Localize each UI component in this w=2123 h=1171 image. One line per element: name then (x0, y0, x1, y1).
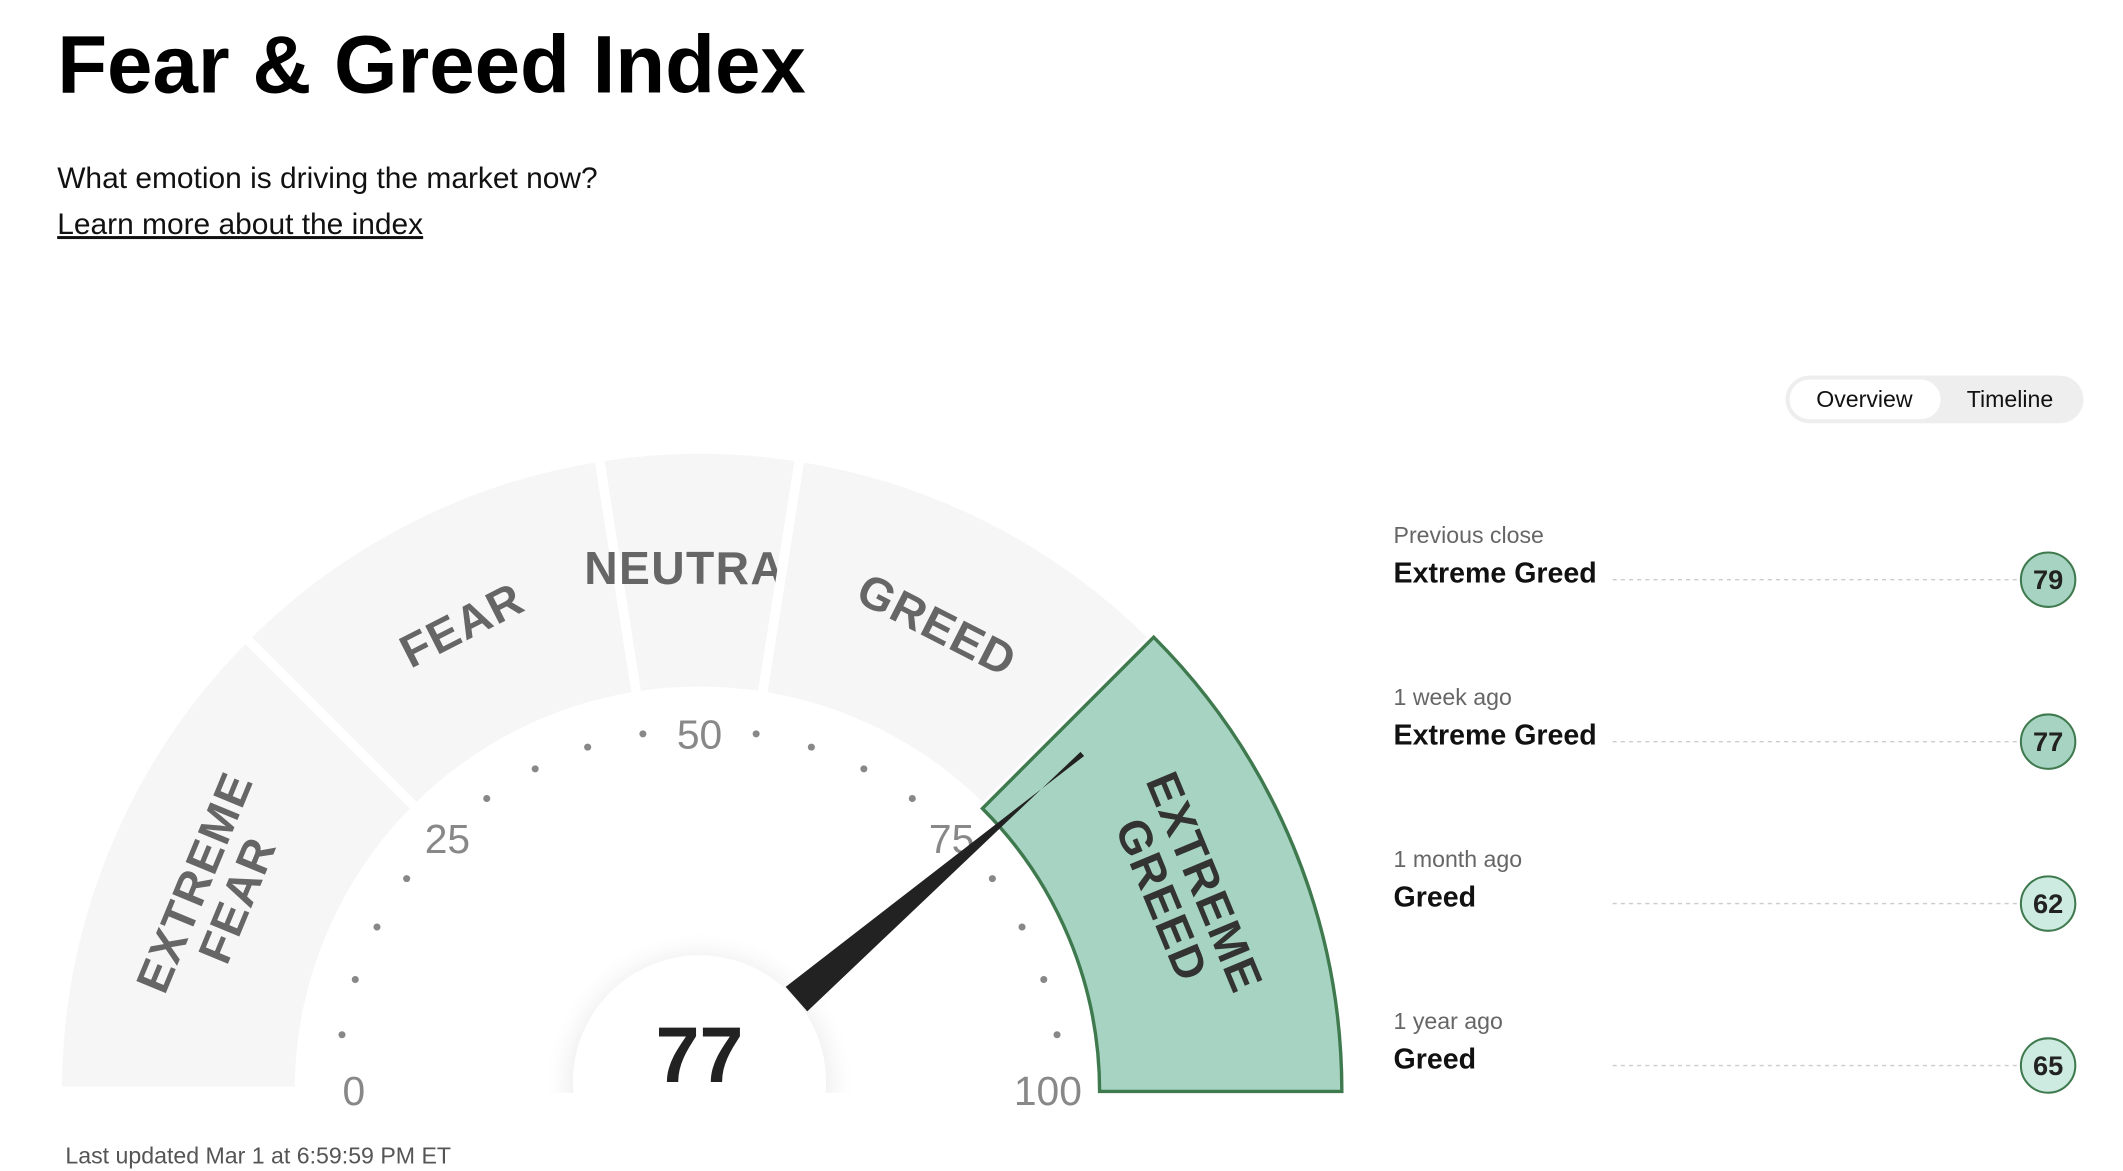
zone (980, 634, 1344, 1094)
history-rating: Extreme Greed (1394, 557, 1597, 589)
history-value: 65 (2033, 1050, 2063, 1081)
gauge-dot (584, 743, 592, 751)
subtitle: What emotion is driving the market now? (57, 162, 597, 195)
gauge-dot (860, 765, 868, 773)
history-period: 1 month ago (1394, 846, 1523, 872)
tab[interactable]: Overview (1816, 386, 1913, 412)
page-title: Fear & Greed Index (57, 20, 806, 111)
history-badge (2019, 713, 2077, 770)
gauge-dot (351, 975, 359, 984)
learn-more-link[interactable]: Learn more about the index (57, 208, 423, 241)
tick-label: 0 (343, 1068, 366, 1114)
gauge-dot (1040, 975, 1048, 984)
history-period: 1 year ago (1394, 1008, 1503, 1034)
history-value: 62 (2033, 888, 2063, 919)
history-badge (2019, 1037, 2077, 1094)
gauge-dot (483, 795, 491, 803)
gauge-base-mask (544, 1092, 858, 1171)
gauge-dot (639, 730, 647, 738)
gauge-dot (373, 923, 381, 931)
history-value: 79 (2033, 564, 2063, 595)
history-rating: Greed (1394, 881, 1477, 913)
tick-label: 100 (1014, 1068, 1082, 1114)
gauge-dot (1018, 923, 1026, 931)
zone (52, 630, 424, 1097)
history-period: 1 week ago (1394, 684, 1512, 710)
tab[interactable]: Timeline (1967, 386, 2054, 412)
gauge-dot (1053, 1031, 1061, 1039)
history-rating: Greed (1394, 1043, 1477, 1075)
gauge-value: 77 (656, 1011, 744, 1099)
history-badge (2019, 875, 2077, 932)
history-rating: Extreme Greed (1394, 719, 1597, 751)
gauge-dot (338, 1031, 346, 1039)
needle (785, 751, 1085, 1012)
gauge-dot (752, 730, 760, 738)
tab-active-bg (1789, 379, 1941, 420)
tick-label: 25 (425, 816, 470, 862)
history-list: Previous close Extreme Greed 79 1 week ago E… (1394, 522, 2077, 1094)
gauge-dot (988, 875, 996, 883)
history-badge (2019, 551, 2077, 608)
gauge-dot (807, 743, 815, 751)
gauge-dot (908, 795, 916, 803)
history-period: Previous close (1394, 522, 1544, 548)
gauge-dot (403, 875, 411, 883)
last-updated: Last updated Mar 1 at 6:59:59 PM ET (65, 1143, 451, 1169)
history-value: 77 (2033, 726, 2063, 757)
gauge-dot (531, 765, 539, 773)
tick-label: 50 (677, 711, 722, 757)
